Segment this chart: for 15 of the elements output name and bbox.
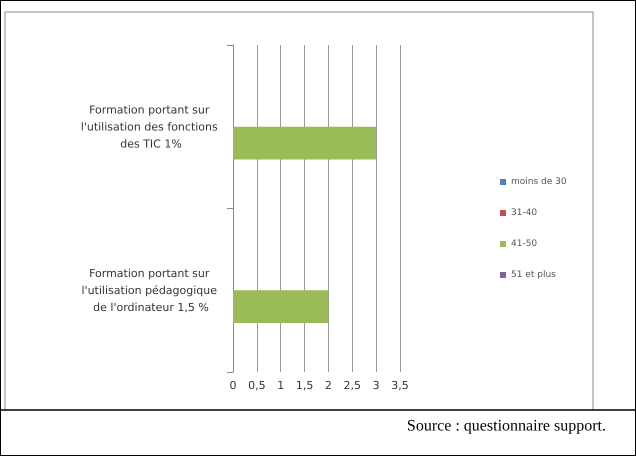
x-tick-label: 1,5 xyxy=(296,379,314,392)
legend-label: 51 et plus xyxy=(511,270,556,280)
x-tick-label: 2 xyxy=(324,379,332,392)
source-note: Source : questionnaire support. xyxy=(406,418,606,434)
legend-label: moins de 30 xyxy=(511,177,567,187)
legend-label: 41-50 xyxy=(511,239,538,249)
legend-label: 31-40 xyxy=(511,208,538,218)
y-tick-label: Formation portant sur l'utilisation pédagogique de l'ordinateur 1,5 % xyxy=(81,266,221,314)
x-tick-label: 0 xyxy=(230,379,236,392)
x-tick-label: 0,5 xyxy=(248,379,266,392)
x-tick-label: 1 xyxy=(277,379,284,392)
x-tick-label: 3 xyxy=(372,379,380,392)
x-tick-label: 3,5 xyxy=(391,379,409,392)
x-tick-label: 2,5 xyxy=(344,379,362,392)
y-tick-label: Formation portant sur l'utilisation des fonctions des TIC 1% xyxy=(80,103,222,150)
